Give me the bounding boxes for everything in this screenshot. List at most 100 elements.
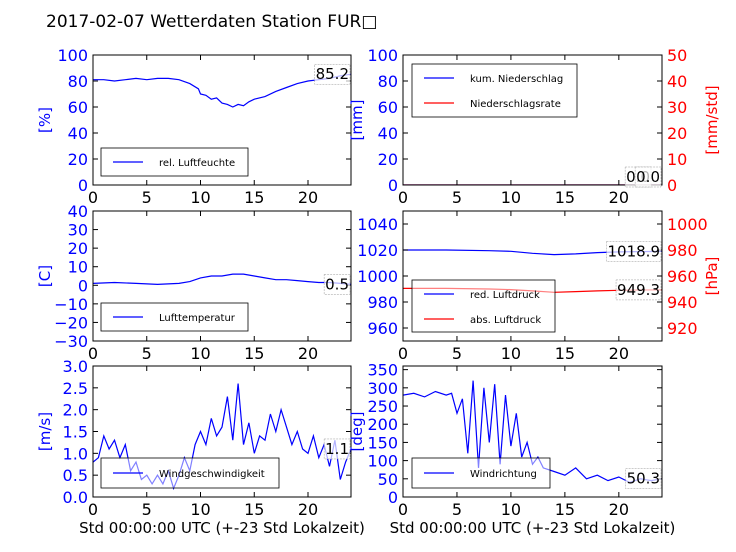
legend-box	[411, 63, 578, 118]
legend-humidity: rel. Luftfeuchte	[100, 147, 249, 177]
x-tick-label: 15	[244, 188, 264, 207]
y-tick-label: 100	[367, 452, 398, 471]
annotation-box	[606, 241, 662, 262]
annotation-box	[634, 166, 662, 188]
annotation-box	[314, 63, 351, 85]
x-tick-label: 5	[142, 188, 152, 207]
y-tick-label: 20	[68, 239, 88, 258]
last-value-annotation: 0.0	[636, 168, 660, 186]
legend-entry: Niederschlagsrate	[470, 99, 561, 110]
y-tick-label: 2.5	[63, 379, 88, 398]
x-tick-label: 20	[298, 500, 318, 519]
y-tick-label: 60	[68, 98, 88, 117]
y-tick-label: 40	[378, 124, 398, 143]
x-tick-label: 15	[244, 500, 264, 519]
x-tick-label: 0	[88, 188, 98, 207]
legend-entry: rel. Luftfeuchte	[159, 158, 235, 169]
legend-entry: Lufttemperatur	[159, 313, 236, 324]
y-right-tick-label: 10	[667, 150, 687, 169]
series-line-winddirection-0	[403, 380, 662, 484]
y-tick-label: 980	[367, 293, 398, 312]
x-axis-label: Std 00:00:00 UTC (+-23 Std Lokalzeit)	[79, 519, 365, 537]
annotation-box	[625, 468, 662, 489]
last-value-annotation: 85.2	[316, 65, 349, 83]
y-tick-label: 350	[367, 361, 398, 380]
y-right-tick-label: 30	[667, 98, 687, 117]
x-tick-label: 5	[452, 344, 462, 363]
panel-pressure: 0 5 10 15 20 960 980 1000 1020 1040 920 940 960 980 10…	[357, 210, 721, 363]
legend-entry: red. Luftdruck	[470, 290, 540, 301]
last-value-annotation: 1.1	[325, 440, 349, 458]
chart-title: 2017-02-07 Wetterdaten Station FUR□	[46, 12, 377, 32]
y-right-tick-label: 920	[667, 319, 698, 338]
annotation-box	[615, 279, 662, 301]
x-tick-label: 5	[452, 500, 462, 519]
y-tick-label: 50	[378, 470, 398, 489]
y-axis-label: [mm]	[348, 100, 366, 141]
plot-frame-precipitation	[402, 54, 663, 186]
legend-pressure: red. Luftdruck abs. Luftdruck	[411, 279, 556, 333]
annotation-box	[323, 438, 351, 460]
y-tick-label: 1020	[357, 241, 398, 260]
y-tick-label: 0.5	[63, 466, 88, 485]
y-axis-label: [%]	[36, 107, 54, 133]
x-tick-label: 20	[609, 344, 629, 363]
x-tick-label: 20	[298, 344, 318, 363]
y-axis-label-right: [mm/std]	[703, 85, 721, 154]
y-tick-label: 960	[367, 319, 398, 338]
y-tick-label: 200	[367, 415, 398, 434]
legend-box	[411, 279, 556, 333]
x-tick-label: 10	[190, 500, 210, 519]
y-axis-label: [C]	[36, 265, 54, 287]
last-value-annotation: 50.3	[627, 470, 660, 488]
x-tick-label: 15	[244, 344, 264, 363]
y-tick-label: 0	[388, 488, 398, 507]
legend-precipitation: kum. Niederschlag Niederschlagsrate	[411, 63, 578, 118]
x-tick-label: 0	[88, 344, 98, 363]
panel-windspeed: 0 5 10 15 20 0.0 0.5 1.0 1.5 2.0 2.5 3.0 [m/s] Std 00…	[36, 357, 365, 537]
y-tick-label: 20	[378, 150, 398, 169]
x-axis-label: Std 00:00:00 UTC (+-23 Std Lokalzeit)	[390, 519, 676, 537]
x-tick-label: 5	[142, 500, 152, 519]
x-tick-label: 0	[398, 188, 408, 207]
y-tick-label: 0	[78, 176, 88, 195]
y-tick-label: 100	[367, 46, 398, 65]
x-tick-label: 20	[298, 188, 318, 207]
y-tick-label: 0	[388, 176, 398, 195]
x-tick-label: 10	[501, 344, 521, 363]
y-right-tick-label: 50	[667, 46, 687, 65]
y-right-tick-label: 40	[667, 72, 687, 91]
series-line-temperature-0	[93, 273, 351, 286]
x-tick-label: 15	[555, 500, 575, 519]
legend-entry: abs. Luftdruck	[470, 315, 541, 326]
plot-frame-humidity	[92, 54, 352, 186]
y-tick-label: 40	[68, 202, 88, 221]
y-tick-label: 60	[378, 98, 398, 117]
y-tick-label: −20	[54, 313, 88, 332]
y-tick-label: −30	[54, 332, 88, 351]
x-tick-label: 10	[501, 188, 521, 207]
y-tick-label: 1040	[357, 215, 398, 234]
y-tick-label: 80	[68, 72, 88, 91]
panel-temperature: 0 5 10 15 20−30−20−10010203040[C]Lufttempera…	[36, 202, 352, 363]
legend-entry: Windgeschwindigkeit	[159, 469, 265, 480]
y-right-tick-label: 1000	[667, 215, 708, 234]
x-tick-label: 10	[501, 500, 521, 519]
y-tick-label: 1.0	[63, 444, 88, 463]
x-tick-label: 0	[88, 500, 98, 519]
y-tick-label: 0	[78, 276, 88, 295]
y-tick-label: 250	[367, 397, 398, 416]
x-tick-label: 20	[609, 500, 629, 519]
legend-entry: kum. Niederschlag	[470, 74, 563, 85]
plot-frame-temperature	[92, 210, 352, 342]
series-line-humidity-0	[93, 73, 351, 108]
x-tick-label: 15	[555, 344, 575, 363]
last-value-annotation: 1018.9	[608, 242, 661, 260]
y-tick-label: 1.5	[63, 423, 88, 442]
y-axis-label: [deg]	[348, 412, 366, 452]
x-tick-label: 0	[398, 500, 408, 519]
y-tick-label: 30	[68, 221, 88, 240]
